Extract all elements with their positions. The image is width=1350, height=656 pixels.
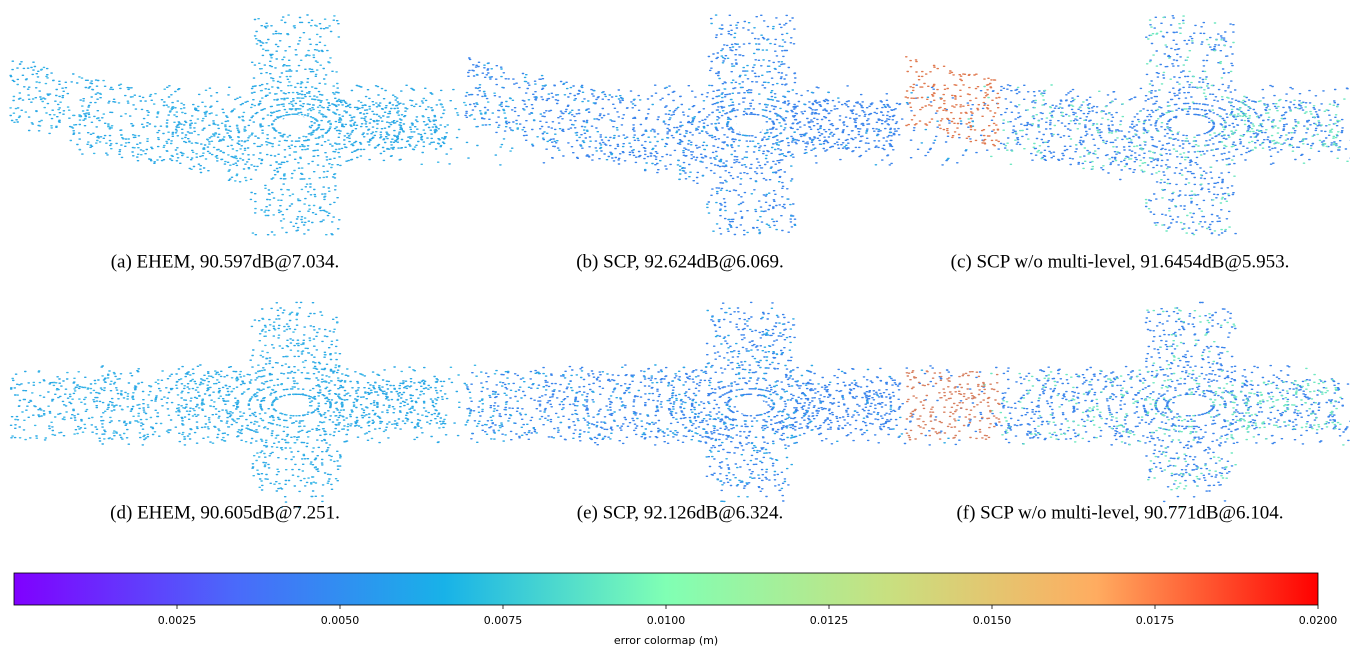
points: [11, 302, 519, 507]
points: [466, 15, 973, 233]
point-cloud: [906, 303, 1350, 508]
caption: (a) EHEM, 90.597dB@7.034.: [111, 251, 340, 272]
caption: (e) SCP, 92.126dB@6.324.: [577, 502, 783, 523]
tick-label: 0.0150: [973, 614, 1012, 627]
center-hole: [736, 395, 764, 415]
tick-label: 0.0100: [647, 614, 686, 627]
colorbar-axis: 0.0025 0.0050 0.0075 0.0100 0.0125 0.0150 0.01…: [158, 605, 1338, 627]
tick-label: 0.0075: [484, 614, 523, 627]
figure: (a) EHEM, 90.597dB@7.034. (b) SCP, 92.624…: [0, 0, 1350, 656]
points: [465, 15, 973, 234]
center-hole: [281, 395, 309, 415]
center-hole: [1176, 115, 1204, 135]
points: [906, 371, 1000, 440]
colorbar: [14, 573, 1318, 605]
caption: (c) SCP w/o multi-level, 91.6454dB@5.953…: [951, 251, 1290, 272]
center-hole: [1176, 395, 1204, 415]
points: [12, 312, 507, 507]
points: [905, 57, 1000, 146]
points: [968, 16, 1350, 235]
colorbar-label: error colormap (m): [614, 634, 718, 647]
caption: (f) SCP w/o multi-level, 90.771dB@6.104.: [956, 502, 1283, 523]
caption: (d) EHEM, 90.605dB@7.251.: [110, 502, 340, 523]
points: [10, 15, 518, 235]
tick-label: 0.0050: [321, 614, 360, 627]
center-hole: [281, 115, 309, 135]
point-cloud: [465, 15, 974, 235]
point-cloud: [466, 302, 974, 501]
points: [10, 15, 518, 235]
point-cloud: [905, 16, 1350, 235]
tick-label: 0.0200: [1299, 614, 1338, 627]
caption: (b) SCP, 92.624dB@6.069.: [576, 251, 784, 272]
point-cloud: [11, 302, 519, 507]
tick-label: 0.0125: [810, 614, 849, 627]
tick-label: 0.0025: [158, 614, 197, 627]
point-cloud: [10, 15, 518, 235]
center-hole: [736, 115, 764, 135]
panels: (a) EHEM, 90.597dB@7.034. (b) SCP, 92.624…: [10, 15, 1350, 523]
tick-label: 0.0175: [1136, 614, 1175, 627]
points: [467, 302, 974, 501]
